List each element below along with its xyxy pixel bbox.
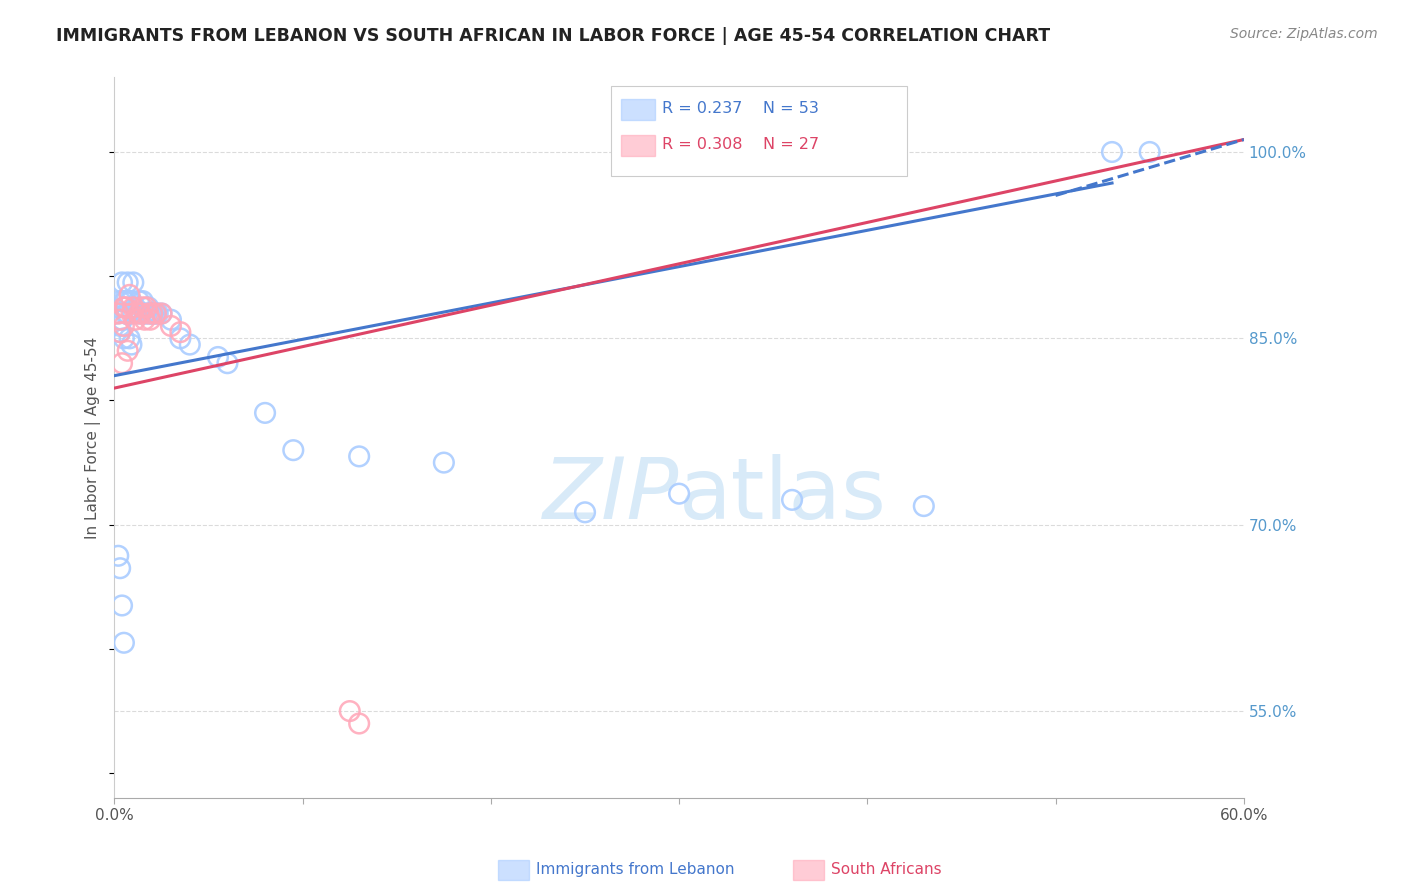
- Point: [135, 300, 157, 314]
- Text: Immigrants from Lebanon: Immigrants from Lebanon: [536, 863, 734, 877]
- Text: ZIP: ZIP: [543, 454, 679, 537]
- Point: [134, 306, 156, 320]
- Point: [112, 331, 135, 345]
- Point: [111, 356, 134, 370]
- Point: [111, 276, 134, 290]
- Point: [160, 318, 183, 333]
- Point: [347, 716, 370, 731]
- Point: [135, 306, 157, 320]
- Point: [111, 599, 134, 613]
- Point: [254, 406, 277, 420]
- Point: [108, 561, 131, 575]
- Point: [138, 306, 160, 320]
- Point: [120, 294, 142, 309]
- Point: [283, 443, 305, 458]
- Text: R = 0.308    N = 27: R = 0.308 N = 27: [662, 136, 820, 152]
- Point: [134, 312, 156, 326]
- Point: [114, 300, 136, 314]
- Point: [108, 325, 131, 339]
- Point: [108, 294, 131, 309]
- Point: [120, 306, 142, 320]
- Point: [129, 306, 152, 320]
- Point: [143, 306, 166, 320]
- Point: [207, 350, 229, 364]
- Point: [112, 636, 135, 650]
- Point: [129, 306, 152, 320]
- Point: [124, 300, 146, 314]
- Point: [125, 306, 148, 320]
- Point: [169, 331, 191, 345]
- Point: [128, 294, 150, 309]
- Point: [124, 312, 146, 326]
- Point: [780, 492, 803, 507]
- Point: [150, 306, 173, 320]
- Point: [828, 145, 851, 159]
- Point: [1101, 145, 1123, 159]
- Point: [347, 450, 370, 464]
- Point: [217, 356, 239, 370]
- Point: [112, 300, 135, 314]
- Point: [108, 325, 131, 339]
- Point: [179, 337, 201, 351]
- Point: [117, 343, 139, 358]
- Point: [111, 312, 134, 326]
- Point: [169, 325, 191, 339]
- Point: [138, 300, 160, 314]
- Point: [146, 306, 169, 320]
- Point: [128, 306, 150, 320]
- Point: [141, 306, 163, 320]
- Point: [132, 294, 155, 309]
- Point: [114, 306, 136, 320]
- Point: [160, 312, 183, 326]
- Point: [112, 318, 135, 333]
- Point: [141, 306, 163, 320]
- Point: [107, 306, 129, 320]
- Point: [145, 306, 167, 320]
- Point: [118, 288, 141, 302]
- Point: [574, 505, 596, 519]
- Text: Source: ZipAtlas.com: Source: ZipAtlas.com: [1230, 27, 1378, 41]
- Point: [122, 300, 145, 314]
- Point: [139, 306, 162, 320]
- Point: [112, 294, 135, 309]
- Point: [122, 306, 145, 320]
- Text: atlas: atlas: [679, 454, 887, 537]
- Point: [108, 312, 131, 326]
- Point: [1139, 145, 1161, 159]
- Text: IMMIGRANTS FROM LEBANON VS SOUTH AFRICAN IN LABOR FORCE | AGE 45-54 CORRELATION : IMMIGRANTS FROM LEBANON VS SOUTH AFRICAN…: [56, 27, 1050, 45]
- Point: [150, 306, 173, 320]
- Text: R = 0.237    N = 53: R = 0.237 N = 53: [662, 101, 818, 116]
- Point: [118, 331, 141, 345]
- Point: [118, 294, 141, 309]
- Point: [107, 549, 129, 563]
- Point: [433, 456, 456, 470]
- Point: [114, 294, 136, 309]
- Point: [912, 499, 935, 513]
- Point: [668, 486, 690, 500]
- Point: [132, 300, 155, 314]
- Y-axis label: In Labor Force | Age 45-54: In Labor Force | Age 45-54: [86, 336, 101, 539]
- Point: [112, 300, 135, 314]
- Point: [120, 337, 142, 351]
- Point: [145, 306, 167, 320]
- Point: [108, 318, 131, 333]
- Point: [117, 306, 139, 320]
- Text: South Africans: South Africans: [831, 863, 942, 877]
- Point: [107, 306, 129, 320]
- Point: [117, 276, 139, 290]
- Point: [122, 276, 145, 290]
- Point: [139, 312, 162, 326]
- Point: [141, 306, 163, 320]
- Point: [339, 704, 361, 718]
